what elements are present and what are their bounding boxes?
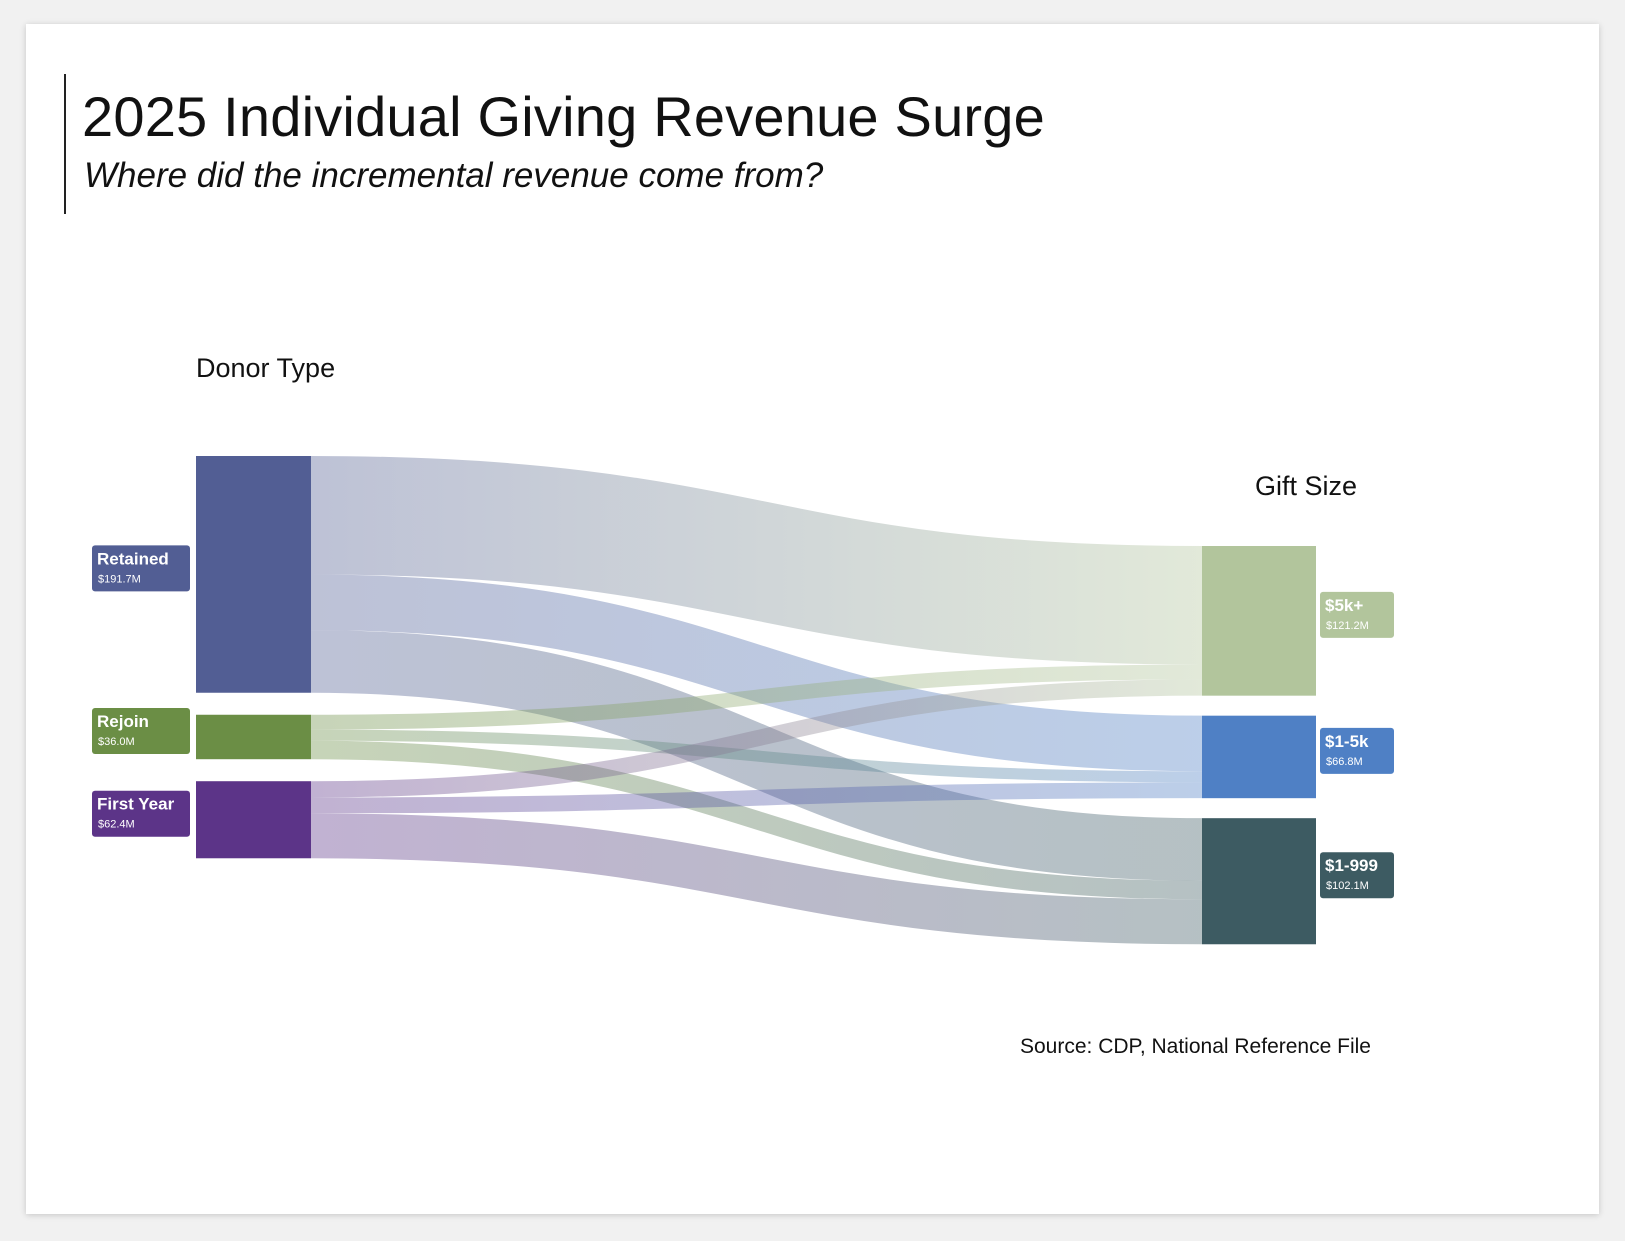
node-rejoin <box>196 714 311 760</box>
label-box-retained <box>92 545 190 592</box>
node-1-999 <box>1202 818 1316 945</box>
label-1-5k: $1-5k $66.8M <box>1320 727 1394 774</box>
label-box-1-5k <box>1320 727 1394 774</box>
label-name-rejoin: Rejoin <box>97 712 149 731</box>
label-value-5k: $121.2M <box>1326 620 1369 632</box>
label-name-1-5k: $1-5k <box>1325 732 1369 751</box>
title-rule <box>64 74 66 214</box>
label-value-rejoin: $36.0M <box>98 736 135 748</box>
chart-title: 2025 Individual Giving Revenue Surge <box>82 85 1045 148</box>
nodes-layer <box>196 456 1316 945</box>
label-box-5k <box>1320 591 1394 638</box>
label-value-first-year: $62.4M <box>98 819 135 831</box>
node-first-year <box>196 781 311 859</box>
label-retained: Retained $191.7M <box>92 545 190 592</box>
label-value-1-999: $102.1M <box>1326 880 1369 892</box>
link-first-year-to-1-5k <box>310 782 1203 814</box>
label-box-first-year <box>92 790 190 837</box>
label-1-999: $1-999 $102.1M <box>1320 852 1394 899</box>
source-column-label: Donor Type <box>196 353 336 383</box>
link-first-year-to-5k <box>310 679 1203 798</box>
link-retained-to-5k <box>310 456 1203 665</box>
node-retained <box>196 456 311 693</box>
link-rejoin-to-5k <box>310 664 1203 730</box>
link-retained-to-1-5k <box>310 574 1203 772</box>
label-name-retained: Retained <box>97 549 169 568</box>
link-rejoin-to-1-999 <box>310 740 1203 900</box>
label-rejoin: Rejoin $36.0M <box>92 707 190 754</box>
chart-subtitle: Where did the incremental revenue come f… <box>84 156 824 195</box>
label-value-1-5k: $66.8M <box>1326 756 1363 768</box>
node-1-5k <box>1202 715 1316 799</box>
label-name-first-year: First Year <box>97 795 175 814</box>
source-note: Source: CDP, National Reference File <box>1020 1035 1371 1058</box>
label-value-retained: $191.7M <box>98 573 141 585</box>
labels-layer: Retained $191.7M Rejoin $36.0M First Year $62… <box>92 545 1394 899</box>
label-box-1-999 <box>1320 852 1394 899</box>
label-box-rejoin <box>92 707 190 754</box>
label-5k: $5k+ $121.2M <box>1320 591 1394 638</box>
label-name-1-999: $1-999 <box>1325 856 1378 875</box>
label-name-5k: $5k+ <box>1325 596 1363 615</box>
node-5k <box>1202 546 1316 696</box>
label-first-year: First Year $62.4M <box>92 790 190 837</box>
links-layer <box>310 456 1203 945</box>
link-first-year-to-1-999 <box>310 813 1203 945</box>
link-rejoin-to-1-5k <box>310 729 1203 783</box>
target-column-label: Gift Size <box>1255 471 1358 501</box>
